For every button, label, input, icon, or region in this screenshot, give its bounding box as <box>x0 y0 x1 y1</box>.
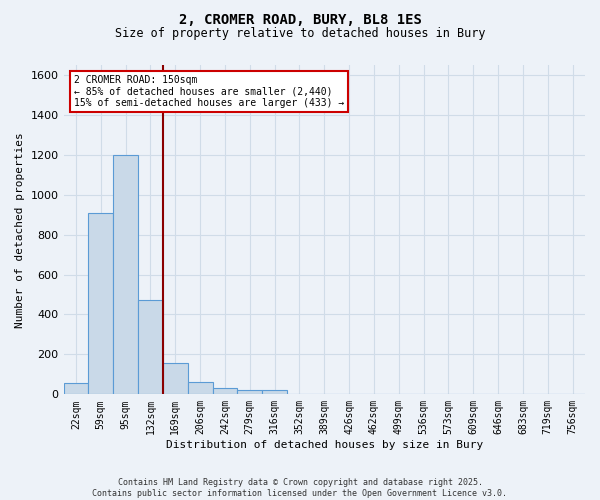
X-axis label: Distribution of detached houses by size in Bury: Distribution of detached houses by size … <box>166 440 483 450</box>
Text: 2, CROMER ROAD, BURY, BL8 1ES: 2, CROMER ROAD, BURY, BL8 1ES <box>179 12 421 26</box>
Bar <box>88 212 113 394</box>
Bar <box>113 155 138 394</box>
Bar <box>262 390 287 394</box>
Bar <box>138 300 163 394</box>
Bar <box>188 382 212 394</box>
Bar <box>163 364 188 394</box>
Text: 2 CROMER ROAD: 150sqm
← 85% of detached houses are smaller (2,440)
15% of semi-d: 2 CROMER ROAD: 150sqm ← 85% of detached … <box>74 75 344 108</box>
Text: Contains HM Land Registry data © Crown copyright and database right 2025.
Contai: Contains HM Land Registry data © Crown c… <box>92 478 508 498</box>
Bar <box>64 384 88 394</box>
Text: Size of property relative to detached houses in Bury: Size of property relative to detached ho… <box>115 28 485 40</box>
Bar <box>238 390 262 394</box>
Bar <box>212 388 238 394</box>
Y-axis label: Number of detached properties: Number of detached properties <box>15 132 25 328</box>
